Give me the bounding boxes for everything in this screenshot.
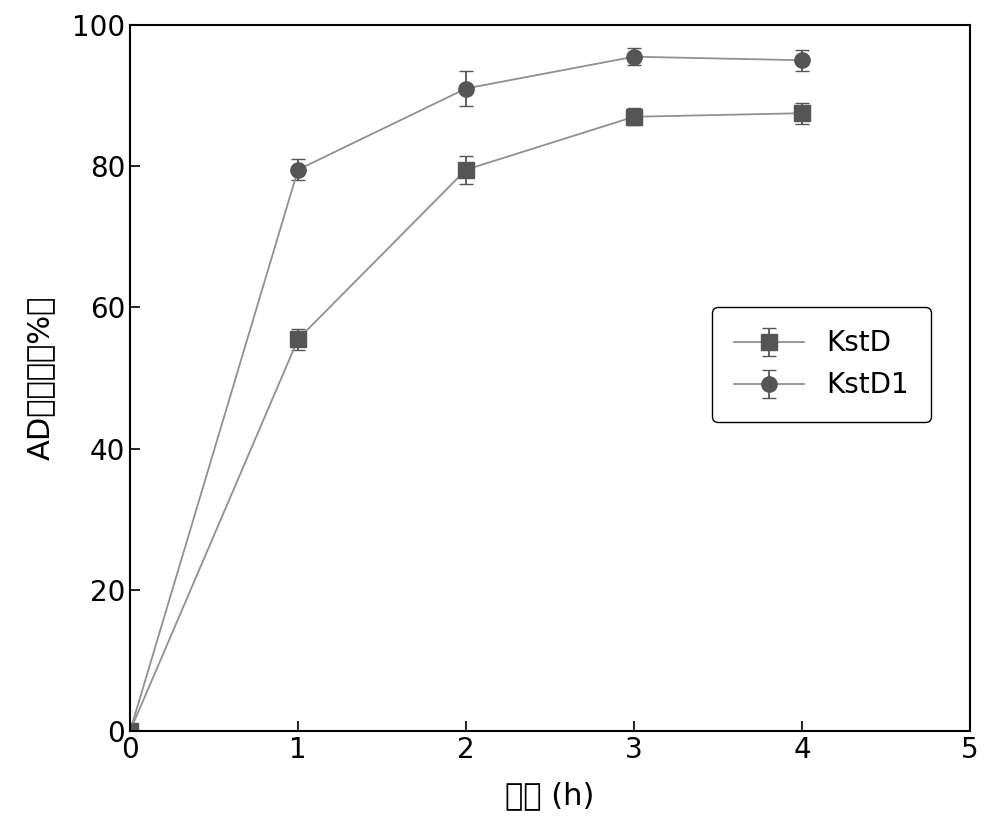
X-axis label: 时间 (h): 时间 (h) (505, 781, 595, 809)
Legend: KstD, KstD1: KstD, KstD1 (712, 307, 931, 421)
Y-axis label: AD转化率（%）: AD转化率（%） (26, 296, 55, 460)
